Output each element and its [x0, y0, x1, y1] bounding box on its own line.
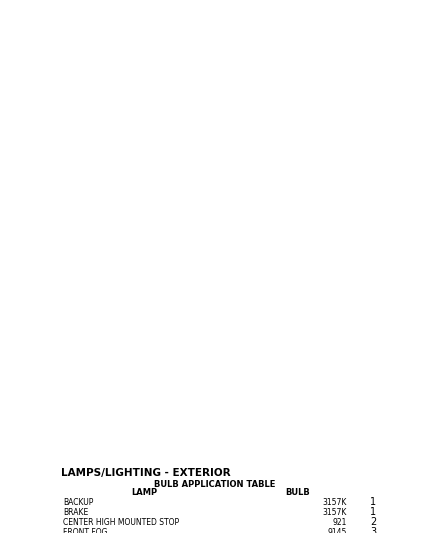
Text: 3: 3 — [370, 527, 376, 533]
Bar — [61, 480, 368, 489]
Text: BRAKE: BRAKE — [63, 507, 88, 516]
Bar — [61, 497, 368, 507]
Bar — [61, 527, 368, 533]
Text: CENTER HIGH MOUNTED STOP: CENTER HIGH MOUNTED STOP — [63, 518, 180, 527]
Bar — [61, 489, 368, 497]
Bar — [61, 517, 368, 527]
Text: 1: 1 — [370, 507, 376, 517]
Text: 9145: 9145 — [328, 528, 347, 533]
Text: 2: 2 — [370, 517, 376, 527]
Bar — [61, 507, 368, 517]
Text: 1: 1 — [370, 497, 376, 507]
Text: 3157K: 3157K — [322, 498, 347, 506]
Text: BACKUP: BACKUP — [63, 498, 94, 506]
Text: LAMP: LAMP — [131, 488, 158, 497]
Text: FRONT FOG: FRONT FOG — [63, 528, 108, 533]
Text: BULB APPLICATION TABLE: BULB APPLICATION TABLE — [154, 480, 275, 489]
Text: BULB: BULB — [286, 488, 311, 497]
Text: 921: 921 — [332, 518, 347, 527]
Text: LAMPS/LIGHTING - EXTERIOR: LAMPS/LIGHTING - EXTERIOR — [61, 468, 230, 478]
Text: 3157K: 3157K — [322, 507, 347, 516]
